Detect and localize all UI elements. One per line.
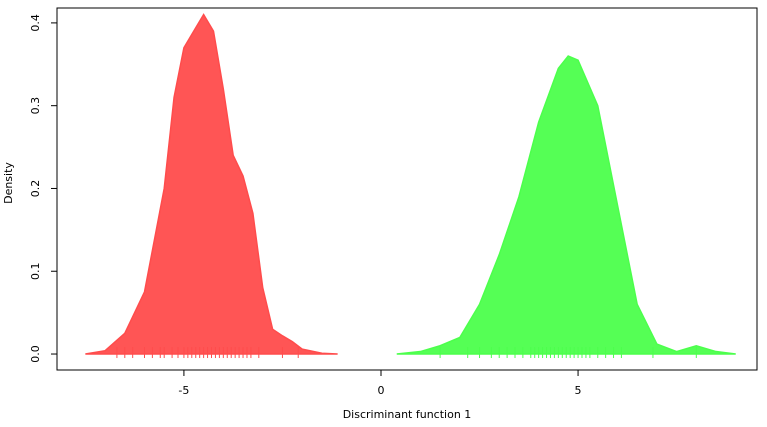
y-tick-label: 0.0 <box>29 345 42 363</box>
density-area <box>85 13 338 355</box>
y-tick-label: 0.2 <box>29 180 42 198</box>
y-tick-label: 0.4 <box>29 14 42 32</box>
y-tick-label: 0.3 <box>29 97 42 115</box>
density-area <box>396 55 736 355</box>
x-tick-label: -5 <box>178 384 189 397</box>
x-tick-label: 0 <box>377 384 384 397</box>
plot-frame <box>56 7 758 371</box>
y-axis-label: Density <box>2 162 15 204</box>
x-axis-label: Discriminant function 1 <box>343 408 472 421</box>
x-tick-label: 5 <box>575 384 582 397</box>
y-tick-label: 0.1 <box>29 262 42 280</box>
